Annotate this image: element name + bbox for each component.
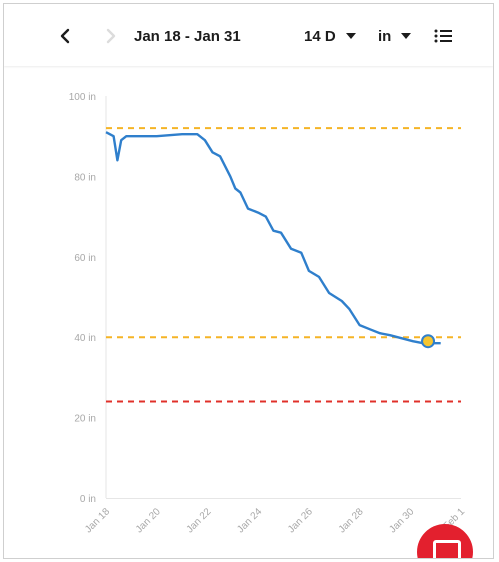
- y-axis: 100 in 80 in 60 in 40 in 20 in 0 in: [69, 92, 107, 505]
- app-frame: Jan 18 - Jan 31 14 D in 100 in 80 in 60 in…: [3, 3, 494, 559]
- x-tick-label: Jan 18: [83, 506, 112, 535]
- y-tick-label: 40 in: [74, 333, 96, 344]
- record-icon: [433, 540, 461, 558]
- list-icon: [434, 29, 452, 43]
- y-tick-label: 80 in: [74, 172, 96, 183]
- x-axis: Jan 18 Jan 20 Jan 22 Jan 24 Jan 26 Jan 28 Jan …: [83, 498, 467, 535]
- x-tick-label: Jan 28: [337, 506, 366, 535]
- y-tick-label: 0 in: [80, 494, 96, 505]
- date-range-label[interactable]: Jan 18 - Jan 31: [134, 22, 241, 50]
- caret-down-icon: [345, 33, 356, 39]
- back-button[interactable]: [54, 22, 76, 50]
- x-tick-label: Jan 30: [387, 506, 416, 535]
- x-tick-label: Jan 24: [235, 506, 264, 535]
- unit-dropdown[interactable]: in: [378, 22, 412, 50]
- x-tick-label: Jan 26: [286, 506, 315, 535]
- caret-down-icon: [401, 33, 412, 39]
- current-point: [421, 334, 436, 349]
- y-tick-label: 100 in: [69, 92, 96, 103]
- x-tick-label: Jan 22: [185, 506, 214, 535]
- threshold-lines: [106, 127, 461, 403]
- span-dropdown[interactable]: 14 D: [304, 22, 356, 50]
- x-tick-label: Jan 20: [134, 506, 163, 535]
- span-label: 14 D: [304, 27, 336, 45]
- unit-label: in: [378, 27, 392, 45]
- y-tick-label: 60 in: [74, 253, 96, 264]
- chevron-left-icon: [60, 28, 70, 44]
- toolbar: Jan 18 - Jan 31 14 D in: [4, 4, 493, 66]
- chevron-right-icon: [106, 28, 116, 44]
- forward-button[interactable]: [100, 22, 122, 50]
- y-tick-label: 20 in: [74, 414, 96, 425]
- series-line-group: [105, 131, 441, 349]
- date-range-text: Jan 18 - Jan 31: [134, 27, 241, 45]
- list-view-button[interactable]: [432, 22, 454, 50]
- series-line: [105, 131, 441, 345]
